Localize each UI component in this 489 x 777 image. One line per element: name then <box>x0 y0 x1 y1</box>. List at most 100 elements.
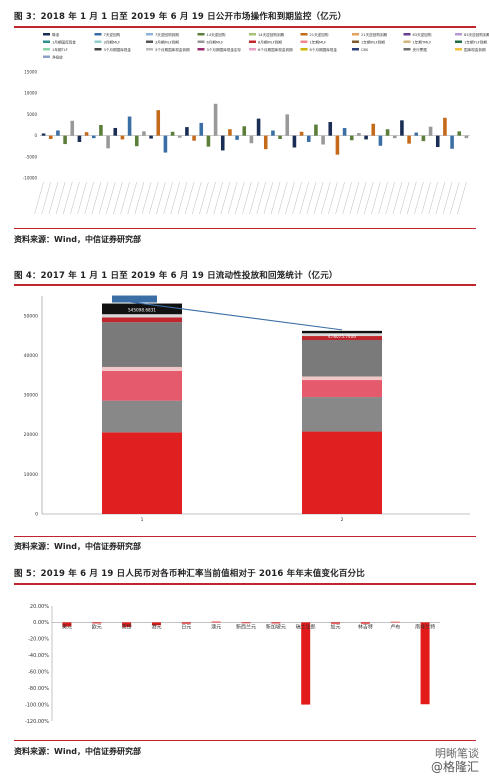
x-tick-label: 1 <box>141 517 144 523</box>
legend-label: 14天逆回购到期 <box>258 32 285 37</box>
x-tick-mark <box>435 181 446 215</box>
y-tick-label: 50000 <box>24 313 38 319</box>
x-tick-mark <box>235 181 245 215</box>
legend-swatch <box>352 33 359 36</box>
x-tick-mark <box>127 181 137 215</box>
legend-label: 6个月期国库现金 <box>310 47 338 52</box>
y-tick-label: 30000 <box>24 393 38 399</box>
series-bar <box>385 129 390 136</box>
x-tick-mark <box>292 181 302 215</box>
legend-label: 14天逆回购 <box>207 32 226 37</box>
legend-swatch <box>146 48 153 51</box>
legend-label: 63天逆回购到期 <box>464 32 489 37</box>
legend-label: 1年期MLF到期 <box>361 40 385 45</box>
series-bar <box>306 135 311 142</box>
series-bar <box>142 131 146 136</box>
legend-label: 3月期MLF到期 <box>155 40 179 45</box>
legend-label: 7天逆回购 <box>104 32 121 37</box>
trend-line <box>111 298 343 331</box>
figure2-bottom-rule <box>14 536 476 537</box>
x-tick-label: 新加坡元 <box>266 623 286 630</box>
x-tick-mark <box>342 181 352 215</box>
legend-swatch <box>403 40 411 43</box>
legend-label: 1年期TLF <box>52 47 68 52</box>
series-bar <box>357 133 361 136</box>
watermark-line1: 明晰笔谈 <box>435 747 479 760</box>
series-bar <box>120 135 125 140</box>
legend-label: 央行票据 <box>413 47 428 52</box>
figure1-source: 资料来源：Wind，中信证券研究部 <box>14 235 141 244</box>
legend-swatch <box>455 40 462 43</box>
category-bar <box>271 622 281 624</box>
x-tick-mark <box>41 181 51 215</box>
x-tick-label: 美元 <box>62 623 72 630</box>
series-bar <box>84 132 89 136</box>
x-tick-label: 澳元 <box>211 623 221 630</box>
x-tick-mark <box>414 181 424 215</box>
x-tick-label: 瑞士法郎 <box>296 623 316 630</box>
series-bar <box>106 135 110 149</box>
x-tick-mark <box>242 181 252 215</box>
x-tick-mark <box>120 181 130 215</box>
figure2-top-rule <box>14 284 476 286</box>
x-tick-mark <box>378 181 388 215</box>
x-tick-mark <box>184 181 195 215</box>
series-bar <box>292 135 297 148</box>
x-tick-mark <box>98 181 109 215</box>
series-bar <box>220 135 225 151</box>
stack-segment <box>302 431 382 514</box>
x-tick-mark <box>299 181 309 215</box>
x-tick-mark <box>256 181 266 215</box>
x-tick-mark <box>213 181 223 215</box>
x-tick-mark <box>220 181 231 215</box>
x-tick-mark <box>206 181 216 215</box>
figure2-source: 资料来源：Wind，中信证券研究部 <box>14 542 141 551</box>
legend-swatch <box>249 33 256 36</box>
legend-swatch <box>43 48 50 51</box>
x-tick-mark <box>84 181 94 215</box>
y-tick-label: 20000 <box>24 432 38 438</box>
series-bar <box>249 135 254 144</box>
category-bar <box>62 622 72 627</box>
x-tick-label: 卢布 <box>390 623 400 630</box>
legend-label: 1月期国库现金 <box>52 40 76 45</box>
legend-label: CBS <box>361 48 369 52</box>
series-bar <box>163 135 168 153</box>
legend-label: 6月期MLF到期 <box>258 40 282 45</box>
legend-swatch <box>197 48 205 51</box>
x-tick-mark <box>227 181 238 215</box>
x-tick-mark <box>263 181 274 215</box>
category-bar <box>211 621 221 623</box>
x-tick-mark <box>249 181 259 215</box>
series-bar <box>464 135 469 139</box>
series-bar <box>56 130 60 136</box>
legend-swatch <box>94 48 102 51</box>
series-bar <box>113 127 118 136</box>
y-tick-label: -5000 <box>25 154 37 159</box>
series-bar <box>156 110 161 136</box>
legend-swatch <box>300 33 308 36</box>
series-bar <box>342 127 347 136</box>
x-tick-mark <box>321 181 331 215</box>
watermark-line2: @格隆汇 <box>430 760 479 774</box>
x-tick-mark <box>170 181 180 215</box>
stack-segment <box>302 333 382 337</box>
y-tick-label: 5000 <box>27 112 38 117</box>
series-bar <box>378 135 383 146</box>
x-tick-mark <box>313 181 324 215</box>
x-tick-mark <box>392 181 403 215</box>
series-bar <box>328 122 333 136</box>
x-tick-mark <box>199 181 209 215</box>
x-tick-label: 新西兰元 <box>236 623 256 630</box>
x-tick-mark <box>428 181 438 215</box>
x-tick-label: 南非兰特 <box>415 623 435 630</box>
x-tick-mark <box>48 181 59 215</box>
x-tick-mark <box>63 181 73 215</box>
legend-label: 降准 <box>52 32 60 37</box>
x-tick-mark <box>385 181 395 215</box>
series-bar <box>371 123 376 136</box>
x-tick-label: 日元 <box>181 624 191 630</box>
figure1-title: 图 3：2018 年 1 月 1 日至 2019 年 6 月 19 日公开市场操… <box>14 12 347 22</box>
category-bar <box>390 621 400 623</box>
x-tick-mark <box>399 181 410 215</box>
